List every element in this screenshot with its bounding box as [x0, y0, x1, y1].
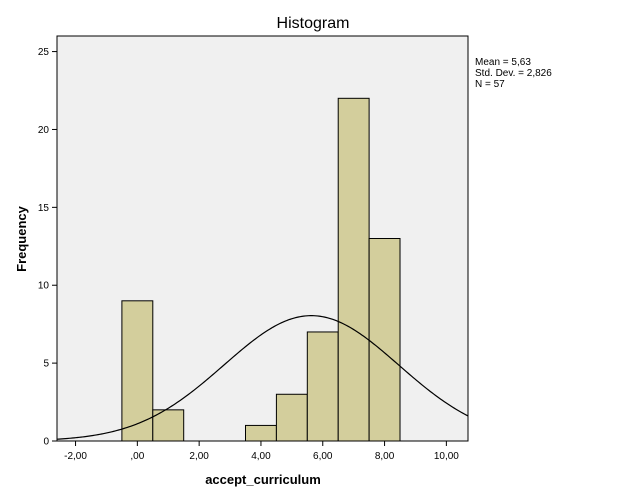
histogram-bar-2	[245, 424, 277, 442]
histogram-bar-1	[152, 409, 185, 442]
plot-area	[56, 35, 469, 442]
stats-line-0: Mean = 5,63	[475, 57, 531, 68]
x-tick-label-4: 6,00	[313, 451, 333, 462]
normal-curve	[56, 315, 469, 440]
x-axis-label: accept_curriculum	[205, 472, 321, 487]
x-tick-label-5: 8,00	[375, 451, 395, 462]
stats-line-1: Std. Dev. = 2,826	[475, 68, 552, 79]
y-axis-label: Frequency	[14, 205, 29, 272]
x-axis: -2,00 ,00 2,00 4,00 6,00 8,00 10,00	[64, 441, 459, 462]
histogram-bars	[121, 97, 401, 442]
histogram-bar-0	[121, 300, 154, 442]
chart-title: Histogram	[277, 15, 350, 32]
y-axis: 0 5 10 15 20 25	[38, 47, 57, 448]
x-tick-label-6: 10,00	[434, 451, 459, 462]
x-tick-label-0: -2,00	[64, 451, 87, 462]
histogram-bar-3	[275, 393, 308, 442]
histogram-bar-5	[337, 97, 370, 442]
y-tick-label-4: 20	[38, 125, 50, 136]
histogram-bar-4	[306, 331, 339, 442]
x-tick-label-1: ,00	[130, 451, 144, 462]
x-tick-label-2: 2,00	[189, 451, 209, 462]
x-tick-label-3: 4,00	[251, 451, 271, 462]
y-tick-label-2: 10	[38, 281, 50, 292]
histogram-bar-6	[368, 238, 401, 442]
y-tick-label-1: 5	[43, 359, 49, 370]
y-tick-label-3: 15	[38, 203, 50, 214]
y-tick-label-5: 25	[38, 47, 50, 58]
y-tick-label-0: 0	[43, 437, 49, 448]
stats-line-2: N = 57	[475, 79, 505, 90]
